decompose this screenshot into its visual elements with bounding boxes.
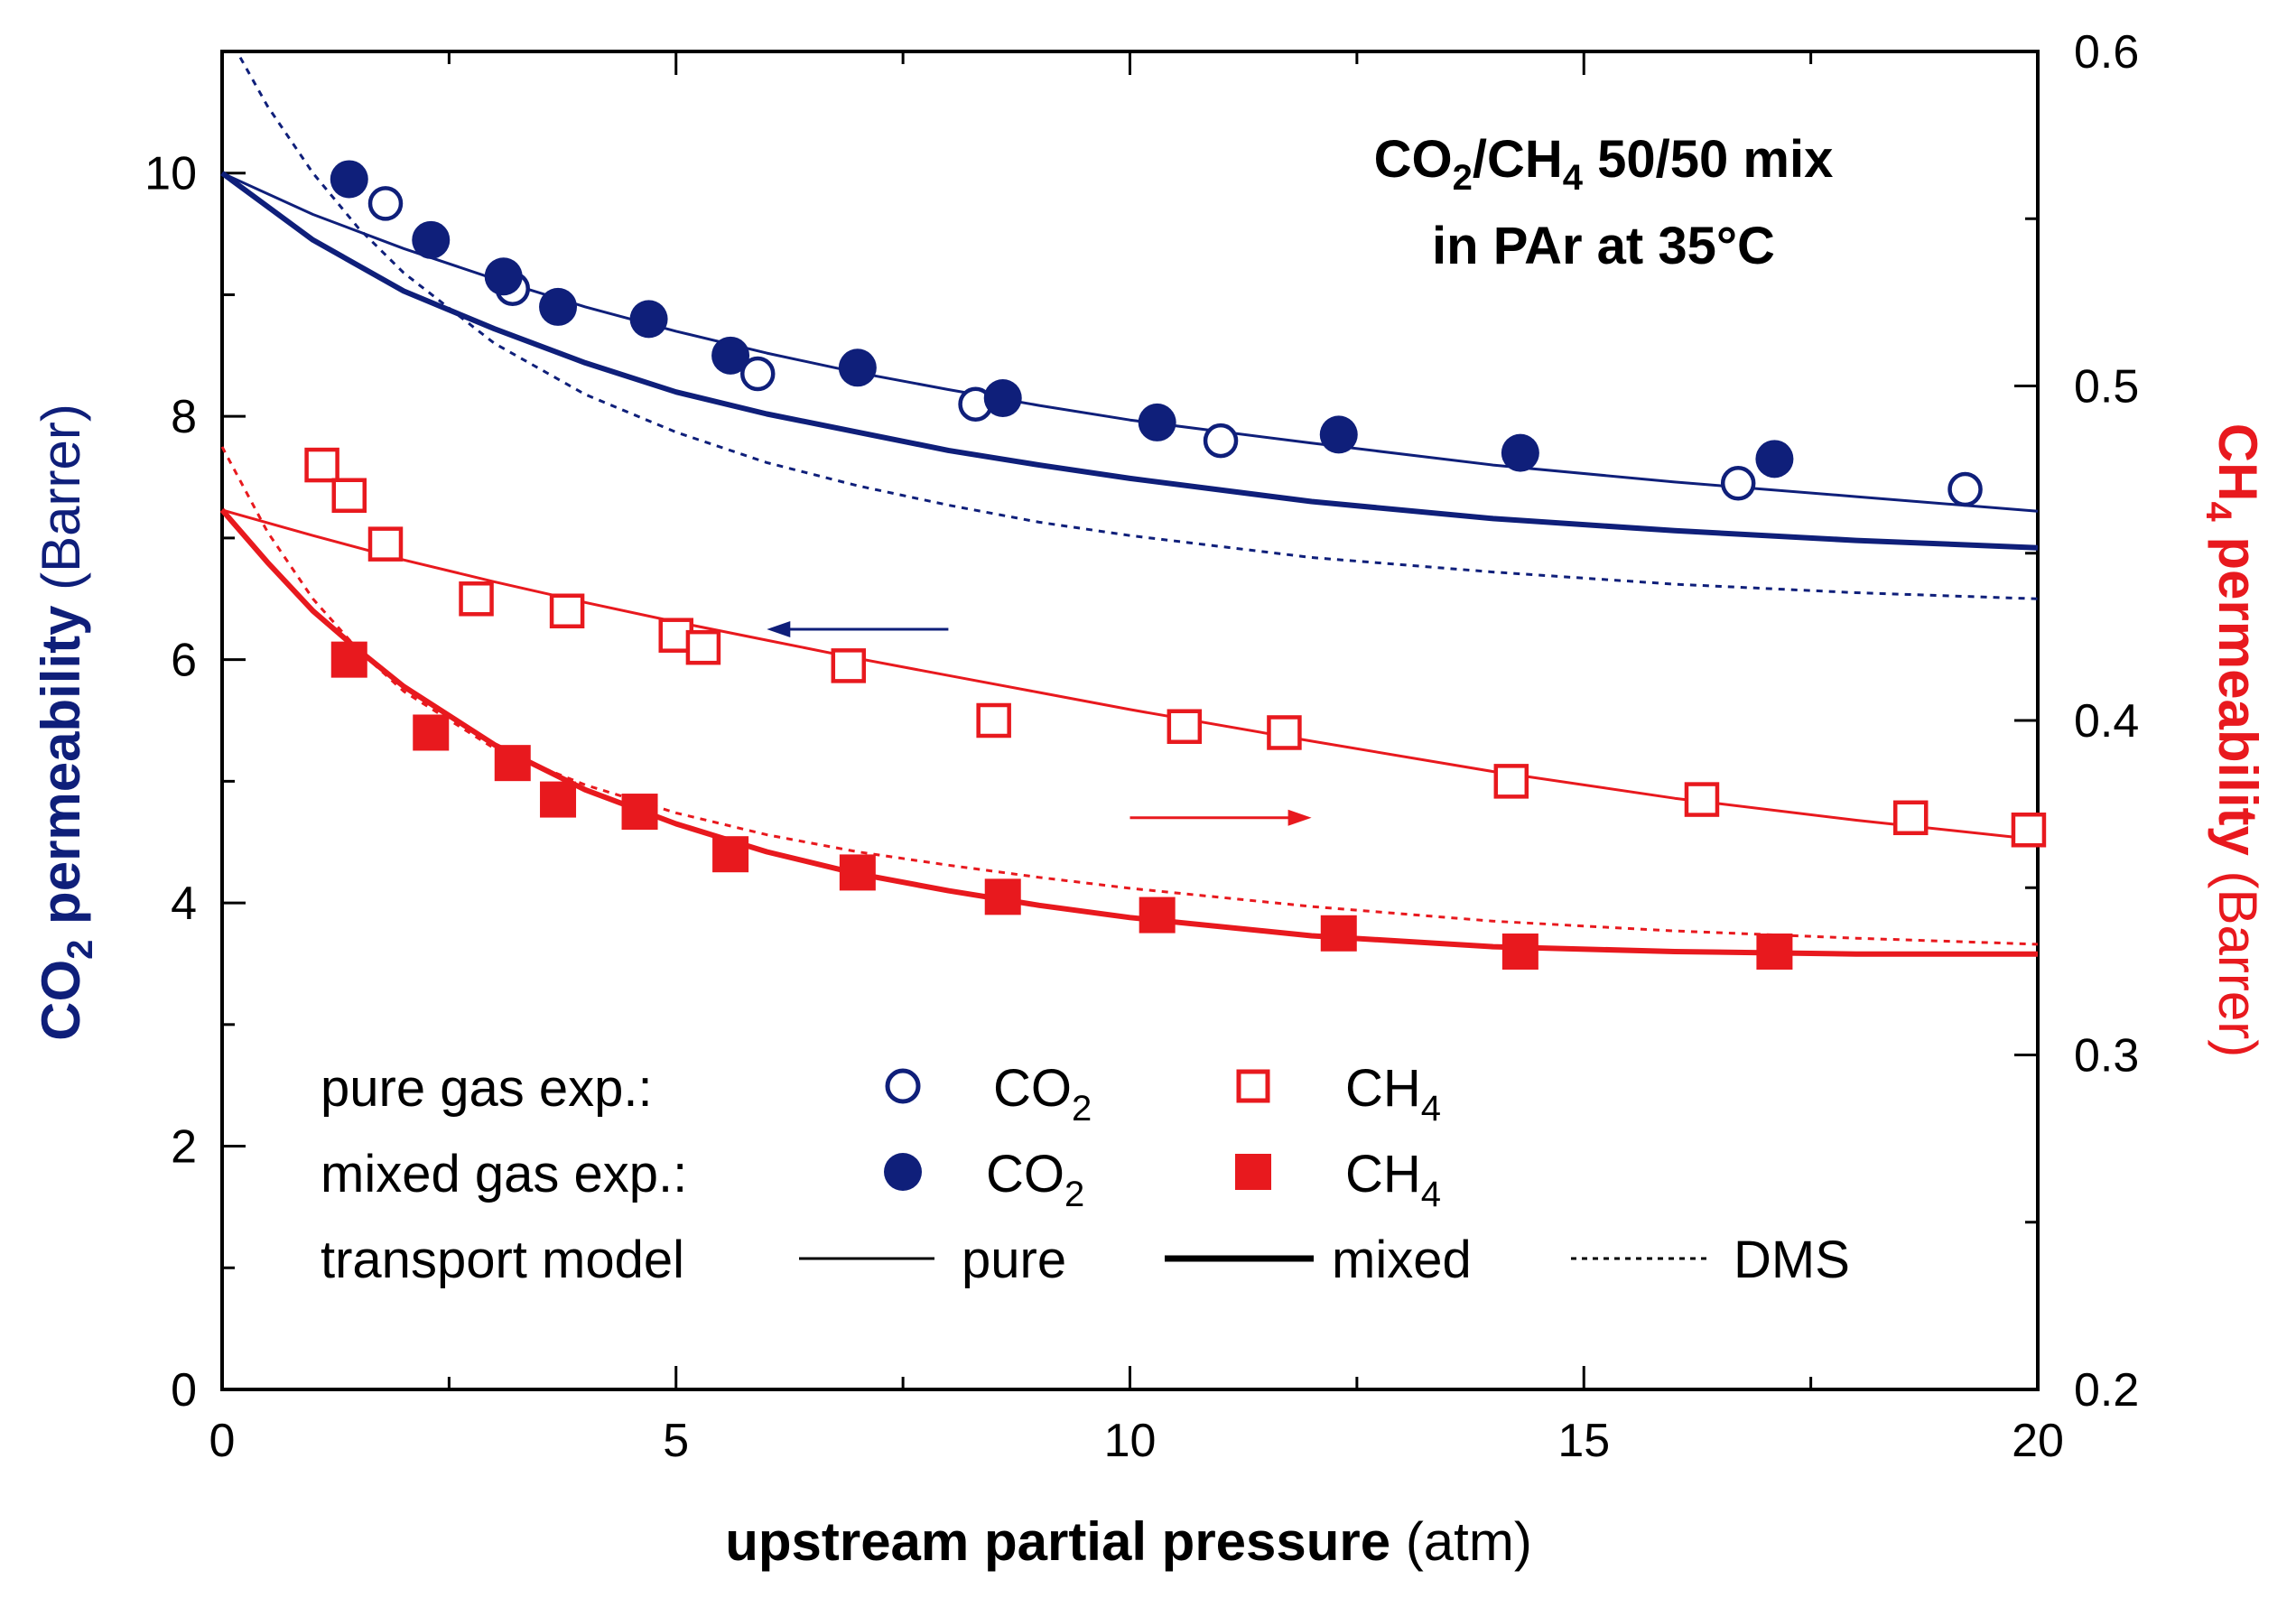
series-ch4-model-dms xyxy=(220,446,2039,946)
point-co2-mixed xyxy=(1755,440,1794,478)
legend-marker-co2-mixed xyxy=(884,1153,922,1191)
point-ch4-pure xyxy=(304,447,339,483)
point-co2-pure xyxy=(739,356,776,392)
arrow-head-right xyxy=(1287,809,1312,826)
arrow-head-left xyxy=(767,620,791,637)
legend-pure-text: pure xyxy=(962,1231,1066,1289)
y-right-tick-label: 0.4 xyxy=(2074,695,2139,748)
point-ch4-pure xyxy=(831,648,867,683)
point-ch4-mixed xyxy=(839,854,876,891)
point-co2-mixed xyxy=(412,220,451,259)
y-right-tick-label: 0.2 xyxy=(2074,1364,2139,1417)
point-co2-pure xyxy=(1947,471,1983,507)
annotation-line1: CO2/CH4 50/50 mix xyxy=(1374,130,1834,198)
point-ch4-pure xyxy=(1684,782,1720,817)
y-right-tick-label: 0.6 xyxy=(2074,26,2139,79)
point-ch4-pure xyxy=(367,526,404,562)
y-left-tick-label: 8 xyxy=(171,391,197,443)
y-left-tick-label: 10 xyxy=(144,148,197,200)
point-co2-mixed xyxy=(1319,415,1358,454)
point-co2-mixed xyxy=(539,287,578,326)
series-ch4-pure-exp xyxy=(304,447,2047,848)
legend-pure-gas-label: pure gas exp.: xyxy=(321,1059,653,1118)
point-co2-mixed xyxy=(838,348,877,387)
legend-marker-ch4-pure xyxy=(1236,1069,1270,1103)
series-co2-model-mixed xyxy=(220,171,2039,551)
point-co2-mixed xyxy=(330,160,368,199)
legend-transport-model-label: transport model xyxy=(321,1231,684,1289)
series-ch4-model-pure xyxy=(221,508,2039,841)
legend-marker-co2-pure xyxy=(885,1068,921,1104)
legend-dms-text: DMS xyxy=(1734,1231,1850,1289)
point-ch4-pure xyxy=(976,702,1011,739)
annotation-line2: in PAr at 35°C xyxy=(1432,217,1775,275)
point-ch4-mixed xyxy=(621,794,658,831)
point-ch4-pure xyxy=(549,593,585,628)
point-ch4-pure xyxy=(1167,709,1203,744)
legend: pure gas exp.: mixed gas exp.: transport… xyxy=(321,1059,1850,1289)
series-co2-model-pure xyxy=(221,172,2039,513)
y-right-tick-label: 0.3 xyxy=(2074,1030,2139,1082)
point-co2-pure xyxy=(367,186,404,221)
point-ch4-mixed xyxy=(1756,933,1793,970)
x-axis-title: upstream partial pressure (atm) xyxy=(725,1511,1532,1572)
point-co2-mixed xyxy=(711,336,750,375)
x-tick-label: 5 xyxy=(663,1415,689,1467)
legend-co2-pure-text: CO2 xyxy=(993,1059,1092,1129)
x-tick-label: 20 xyxy=(2012,1415,2064,1467)
point-ch4-mixed xyxy=(984,878,1021,915)
series-layer xyxy=(219,56,2047,970)
point-ch4-mixed xyxy=(1320,915,1357,952)
y-axis-left-title: CO2 permeability (Barrer) xyxy=(31,404,100,1041)
y-left-tick-label: 6 xyxy=(171,635,197,687)
axis-ticks: 0 5 10 15 20 0 2 4 6 8 10 0.2 0.3 0.4 0.5 0.6 xyxy=(144,26,2139,1467)
series-co2-mixed-exp xyxy=(330,160,1794,478)
series-ch4-mixed-exp xyxy=(330,641,1793,970)
direction-arrows xyxy=(767,620,1312,826)
point-co2-mixed xyxy=(1501,433,1539,472)
legend-ch4-mixed-text: CH4 xyxy=(1345,1145,1441,1214)
legend-marker-ch4-mixed xyxy=(1235,1154,1271,1190)
legend-mixed-text: mixed xyxy=(1332,1231,1472,1289)
series-co2-model-dms xyxy=(238,56,2039,600)
y-left-tick-label: 4 xyxy=(171,878,197,930)
point-ch4-mixed xyxy=(494,745,531,782)
legend-co2-mixed-text: CO2 xyxy=(986,1145,1084,1214)
y-left-tick-label: 2 xyxy=(171,1121,197,1174)
point-co2-mixed xyxy=(983,378,1022,417)
point-co2-mixed xyxy=(629,300,668,339)
point-co2-pure xyxy=(1203,423,1239,459)
point-co2-mixed xyxy=(484,257,523,296)
point-ch4-pure xyxy=(1267,715,1302,750)
x-tick-label: 10 xyxy=(1104,1415,1157,1467)
point-ch4-mixed xyxy=(540,781,577,818)
y-left-tick-label: 0 xyxy=(171,1364,197,1417)
point-ch4-pure xyxy=(331,478,367,514)
point-ch4-mixed xyxy=(330,641,367,678)
point-ch4-mixed xyxy=(1139,897,1176,934)
x-tick-label: 0 xyxy=(209,1415,236,1467)
point-co2-pure xyxy=(1720,466,1756,501)
x-tick-label: 15 xyxy=(1557,1415,1610,1467)
point-ch4-mixed xyxy=(1501,933,1538,970)
point-ch4-mixed xyxy=(413,714,450,751)
annotation: CO2/CH4 50/50 mix in PAr at 35°C xyxy=(1374,130,1834,275)
point-ch4-pure xyxy=(2011,813,2047,848)
y-right-tick-label: 0.5 xyxy=(2074,361,2139,413)
point-ch4-pure xyxy=(1892,800,1929,836)
point-ch4-pure xyxy=(685,629,721,665)
point-ch4-pure xyxy=(459,581,494,617)
point-ch4-pure xyxy=(1493,764,1529,799)
legend-ch4-pure-text: CH4 xyxy=(1345,1059,1441,1129)
legend-mixed-gas-label: mixed gas exp.: xyxy=(321,1145,687,1203)
y-axis-right-title: CH4 permeability (Barrer) xyxy=(2198,423,2268,1057)
point-co2-mixed xyxy=(1138,403,1176,441)
point-ch4-mixed xyxy=(712,836,749,873)
